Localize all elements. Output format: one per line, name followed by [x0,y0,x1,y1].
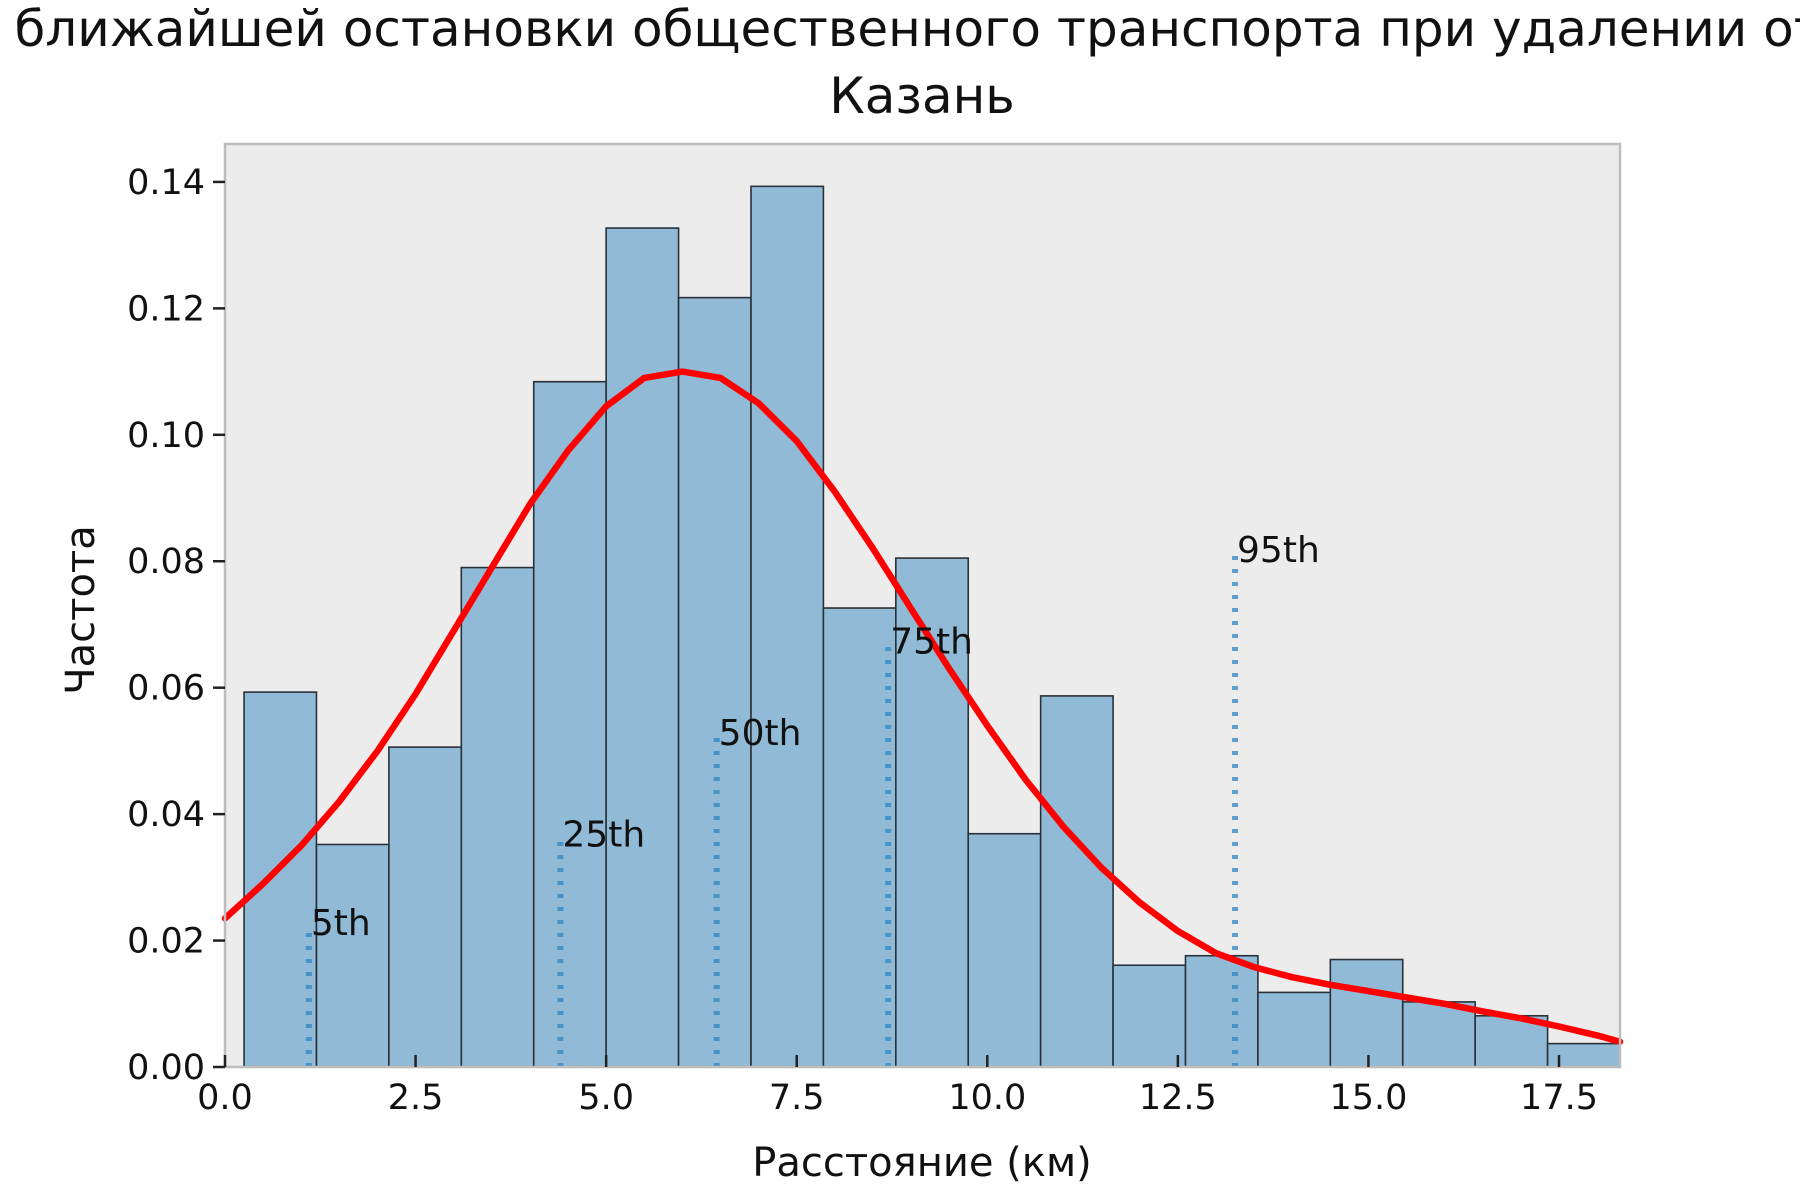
y-tick-label: 0.02 [127,922,205,962]
bars-group [243,185,1621,1068]
plot-frame [223,142,1622,1069]
y-tick-label: 0.00 [127,1048,205,1088]
histogram-bar [750,185,825,1068]
percentile-lines-group [305,551,1239,1067]
percentile-label: 50th [719,713,802,754]
histogram-bar [677,296,752,1068]
x-tick-label: 0.0 [197,1078,253,1118]
percentile-label: 95th [1237,530,1320,571]
histogram-bar [460,566,535,1068]
histogram-bar [1401,1001,1476,1068]
percentile-label: 5th [311,903,371,944]
histogram-bar [243,691,318,1068]
histogram-bar [822,607,897,1068]
y-tick-label: 0.04 [127,795,205,835]
histogram-bar [315,843,390,1068]
histogram-bar [1257,991,1332,1068]
histogram-bar [388,746,463,1068]
kde-curve [221,368,1624,1045]
histogram-bar [967,832,1042,1068]
histogram-bar [1039,695,1114,1068]
kde-curve-group [221,368,1624,1045]
x-tick-label: 15.0 [1329,1078,1407,1118]
histogram-bar [1184,954,1259,1068]
x-axis-label: Расстояние (км) [752,1140,1091,1186]
y-tick-label: 0.14 [127,163,205,203]
x-tick-label: 2.5 [388,1078,444,1118]
x-tick-label: 7.5 [769,1078,825,1118]
histogram-bar [1329,958,1404,1068]
x-tick-label: 12.5 [1139,1078,1217,1118]
y-tick-label: 0.08 [127,542,205,582]
y-tick-label: 0.06 [127,669,205,709]
y-axis: 0.00 0.02 0.04 0.06 0.08 0.10 0.12 0.14 [127,163,225,1088]
y-tick-label: 0.10 [127,416,205,456]
percentile-labels-group: 5th 25th 50th 75th 95th [311,530,1320,944]
x-axis: 0.0 2.5 5.0 7.5 10.0 12.5 15.0 17.5 [197,1055,1598,1118]
histogram-bar [1112,964,1187,1068]
x-tick-label: 17.5 [1520,1078,1598,1118]
chart-title-line1: Расстояние до ближайшей остановки общест… [0,0,1800,58]
x-tick-label: 5.0 [578,1078,634,1118]
percentile-label: 25th [562,814,645,855]
y-axis-label: Частота [58,525,104,695]
y-tick-label: 0.12 [127,289,205,329]
histogram-bar [605,227,680,1068]
chart-title-line2: Казань [829,67,1015,125]
x-tick-label: 10.0 [948,1078,1026,1118]
percentile-label: 75th [890,621,973,662]
